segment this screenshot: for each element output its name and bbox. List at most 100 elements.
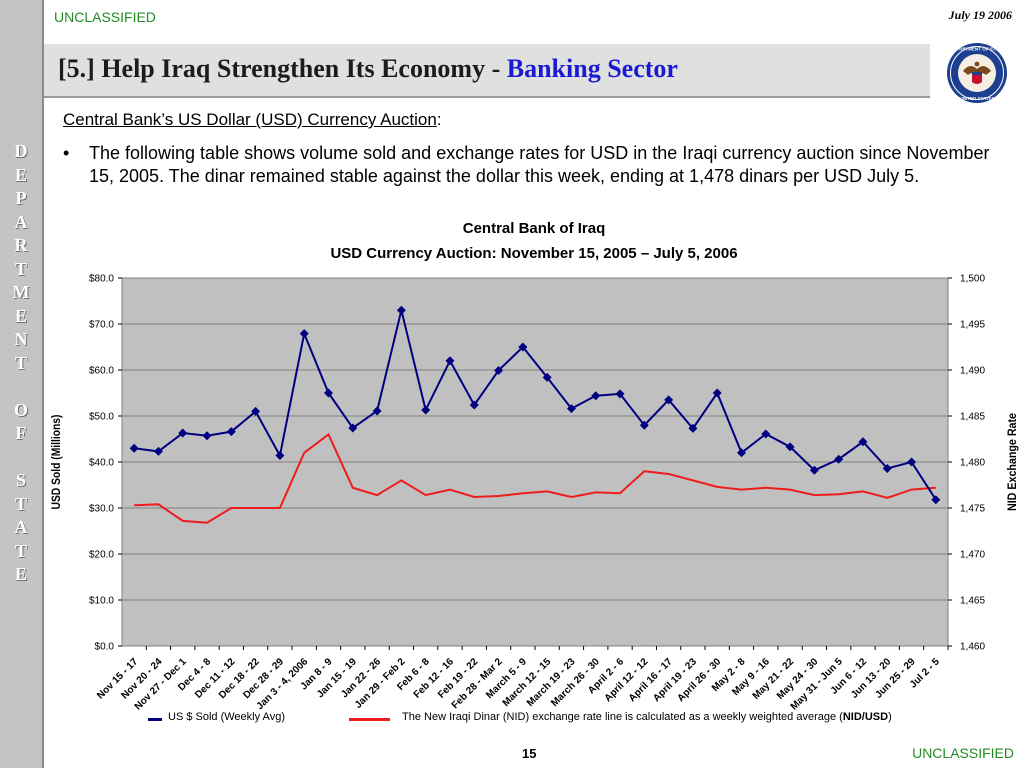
data-point-usd	[518, 342, 528, 352]
y-axis-title: USD Sold (Millions)	[49, 415, 63, 510]
data-point-usd	[785, 442, 795, 452]
page-number: 15	[522, 746, 537, 761]
data-point-usd	[809, 465, 819, 475]
svg-text:DEPARTMENT OF STATE: DEPARTMENT OF STATE	[950, 47, 1004, 52]
sidebar-letter: R	[14, 235, 28, 255]
sidebar-letter: S	[15, 470, 26, 490]
data-point-usd	[566, 404, 576, 414]
subheading-colon: :	[436, 110, 442, 129]
legend-swatch-nid	[349, 718, 390, 721]
y2-tick-label: 1,490	[960, 366, 985, 377]
sidebar-letter: E	[14, 164, 27, 185]
sidebar-letter: P	[15, 188, 27, 208]
data-point-usd	[129, 443, 139, 453]
data-point-usd	[251, 406, 261, 416]
data-point-usd	[664, 395, 674, 405]
y-tick-label: $60.0	[89, 366, 114, 377]
sidebar-letter: N	[14, 329, 28, 349]
sidebar-letter: A	[14, 211, 28, 232]
y2-tick-label: 1,485	[960, 412, 985, 423]
subheading: Central Bank’s US Dollar (USD) Currency …	[63, 110, 442, 130]
y2-tick-label: 1,475	[960, 504, 985, 515]
y2-tick-label: 1,465	[960, 596, 985, 607]
y-tick-label: $10.0	[89, 596, 114, 607]
legend-nid-unit: NID/USD	[842, 711, 889, 723]
y-tick-label: $20.0	[89, 550, 114, 561]
y-tick-label: $30.0	[89, 504, 114, 515]
sidebar-letter: T	[14, 352, 27, 373]
sidebar-letter: T	[14, 493, 27, 514]
y2-tick-label: 1,480	[960, 458, 985, 469]
title-main: [5.] Help Iraq Strengthen Its Economy -	[58, 54, 507, 83]
series-line-nid	[134, 432, 936, 524]
data-point-usd	[275, 451, 285, 461]
subheading-text: Central Bank’s US Dollar (USD) Currency …	[63, 110, 437, 129]
y-tick-label: $70.0	[89, 320, 114, 331]
y2-tick-label: 1,495	[960, 320, 985, 331]
y-tick-label: $0.0	[95, 642, 115, 653]
y-tick-label: $50.0	[89, 412, 114, 423]
data-point-usd	[834, 454, 844, 464]
data-point-usd	[153, 446, 163, 456]
chart-subtitle: USD Currency Auction: November 15, 2005 …	[330, 245, 738, 262]
slide-title: [5.] Help Iraq Strengthen Its Economy - …	[58, 54, 678, 84]
data-point-usd	[542, 372, 552, 382]
data-point-usd	[591, 391, 601, 401]
classification-top: UNCLASSIFIED	[54, 9, 156, 25]
bullet-symbol: •	[63, 143, 70, 163]
data-point-usd	[202, 431, 212, 441]
sidebar-letter: O	[13, 399, 28, 420]
classification-bottom: UNCLASSIFIED	[912, 745, 1014, 761]
sidebar-letter: E	[14, 305, 27, 326]
usd-auction-chart: $0.0 1,460 $10.0 1,465 $20.0 1,470 $30.0 1,475 $…	[49, 274, 1019, 711]
data-point-usd	[688, 423, 698, 433]
sidebar-letter: T	[14, 258, 27, 279]
y2-axis-title: NID Exchange Rate	[1005, 413, 1019, 511]
legend-label-usd: US $ Sold (Weekly Avg)	[168, 711, 285, 723]
bullet-text: The following table shows volume sold an…	[89, 143, 990, 186]
data-point-usd	[615, 389, 625, 399]
data-point-usd	[469, 400, 479, 410]
data-point-usd	[931, 495, 941, 505]
department-of-state-seal-icon: DEPARTMENT OF STATE UNITED STATES	[930, 42, 1024, 104]
title-accent: Banking Sector	[506, 54, 678, 83]
sidebar-letter: F	[15, 423, 27, 443]
data-point-usd	[712, 388, 722, 398]
sidebar-letter: T	[14, 540, 27, 561]
y-tick-label: $80.0	[89, 274, 114, 285]
data-point-usd	[639, 420, 649, 430]
data-point-usd	[907, 457, 917, 467]
data-point-usd	[372, 406, 382, 416]
data-point-usd	[737, 448, 746, 458]
series-line-usd	[134, 309, 937, 501]
sidebar-letter: M	[12, 282, 30, 302]
legend-label-nid: The New Iraqi Dinar (NID) exchange rate …	[402, 711, 892, 723]
data-point-usd	[178, 428, 188, 438]
data-point-usd	[324, 388, 333, 398]
data-point-usd	[299, 329, 309, 339]
y2-tick-label: 1,500	[960, 274, 985, 285]
data-point-usd	[396, 305, 406, 315]
y2-tick-label: 1,460	[960, 642, 985, 653]
y2-tick-label: 1,470	[960, 550, 985, 561]
legend-swatch-usd	[148, 718, 162, 721]
data-point-usd	[761, 429, 771, 439]
data-point-usd	[858, 437, 868, 447]
y-tick-label: $40.0	[89, 458, 114, 469]
sidebar-letter: A	[14, 517, 28, 537]
chart-title: Central Bank of Iraq	[462, 220, 606, 237]
title-bar	[44, 44, 930, 98]
data-point-usd	[494, 365, 504, 375]
sidebar-letter: D	[14, 141, 28, 161]
data-point-usd	[882, 463, 892, 473]
slide-date: July 19 2006	[948, 8, 1012, 22]
top-banner	[44, 0, 928, 38]
data-point-usd	[445, 356, 455, 366]
sidebar-letter: E	[14, 564, 27, 584]
data-point-usd	[421, 405, 431, 415]
data-point-usd	[348, 423, 358, 433]
svg-text:UNITED STATES: UNITED STATES	[959, 96, 994, 101]
data-point-usd	[226, 427, 236, 437]
